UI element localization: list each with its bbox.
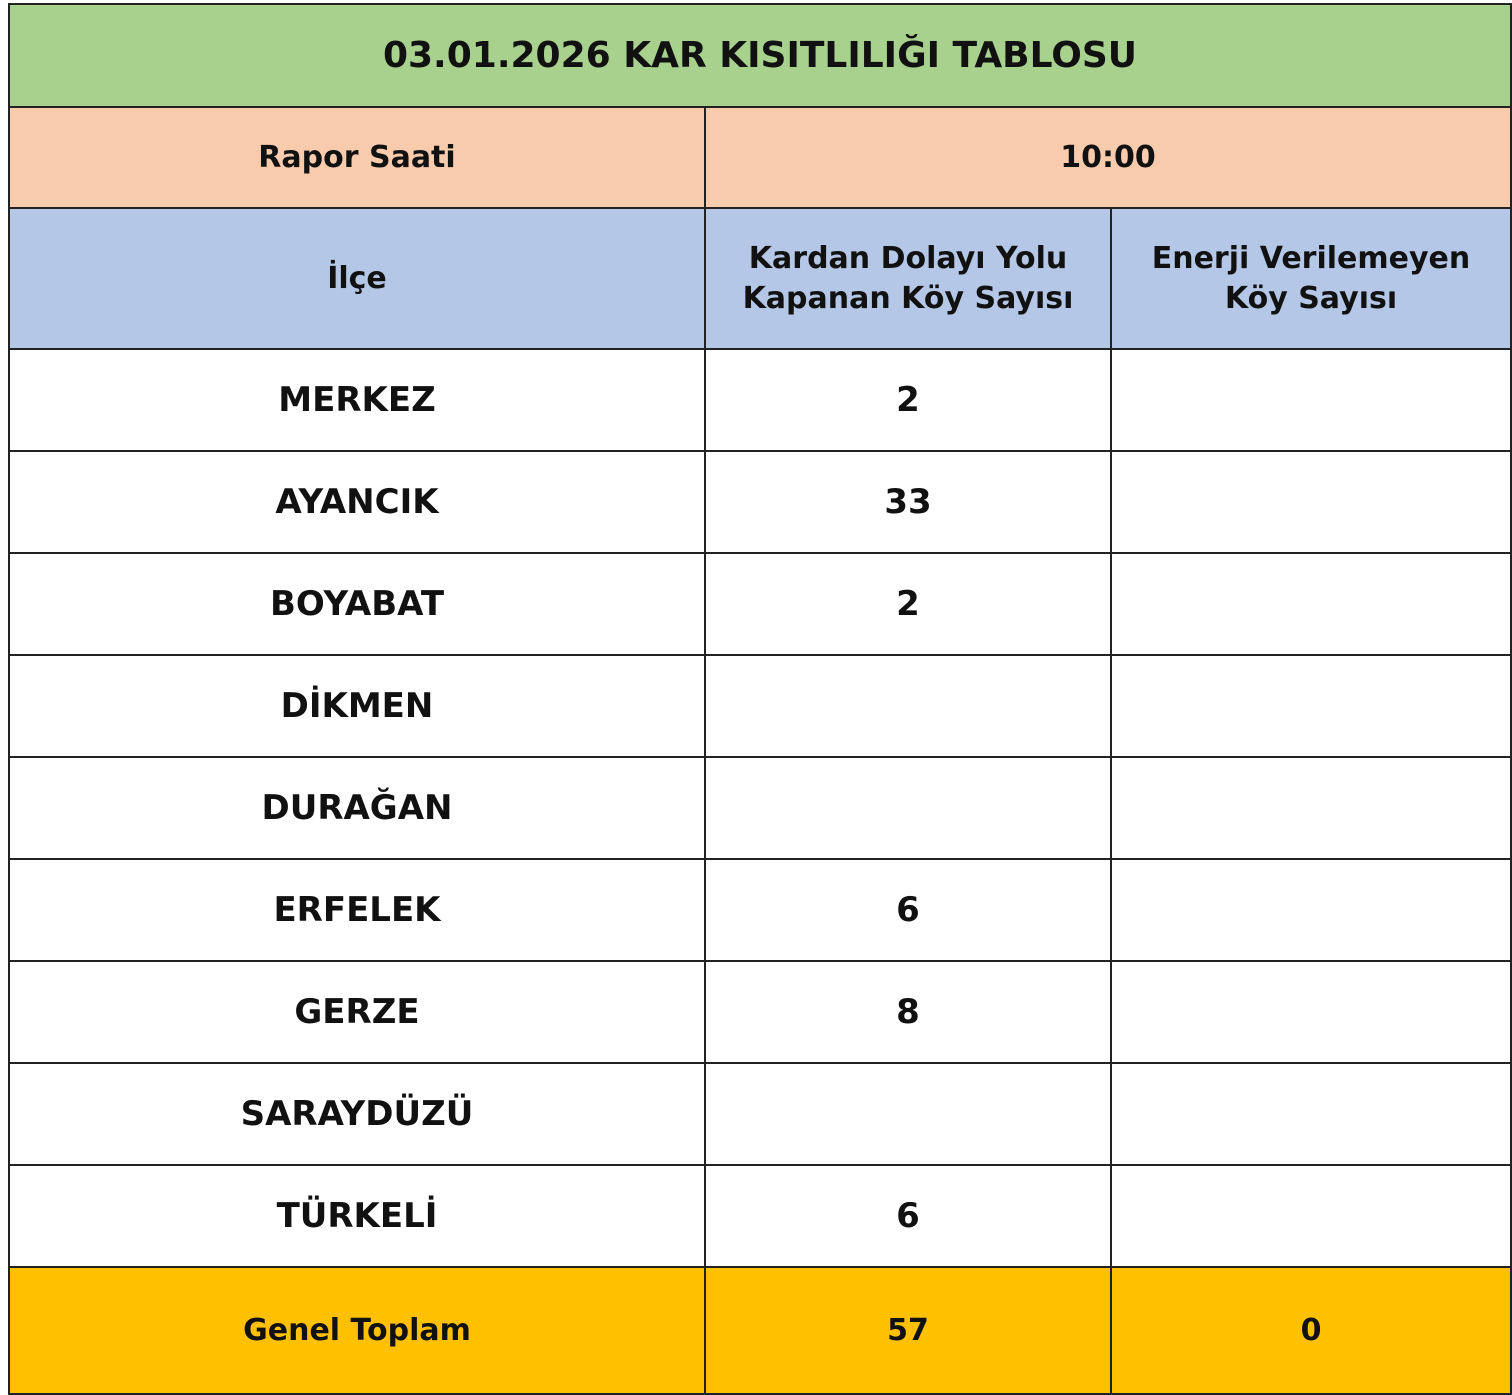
district-cell: ERFELEK xyxy=(8,858,706,962)
no-power-cell xyxy=(1110,960,1512,1064)
no-power-cell xyxy=(1110,858,1512,962)
district-cell: AYANCIK xyxy=(8,450,706,554)
table-row: TÜRKELİ 6 xyxy=(8,1164,1512,1268)
header-no-power: Enerji Verilemeyen Köy Sayısı xyxy=(1110,207,1512,350)
total-no-power: 0 xyxy=(1110,1266,1512,1395)
header-district: İlçe xyxy=(8,207,706,350)
header-row: İlçe Kardan Dolayı Yolu Kapanan Köy Sayıs… xyxy=(8,207,1512,350)
table-row: SARAYDÜZÜ xyxy=(8,1062,1512,1166)
no-power-cell xyxy=(1110,654,1512,758)
closed-roads-cell: 2 xyxy=(704,348,1112,452)
district-cell: BOYABAT xyxy=(8,552,706,656)
closed-roads-cell: 6 xyxy=(704,1164,1112,1268)
header-closed-roads-line2: Kapanan Köy Sayısı xyxy=(742,280,1074,316)
snow-restriction-table: 03.01.2026 KAR KISITLILIĞI TABLOSU Rapor… xyxy=(8,3,1512,1395)
header-no-power-line1: Enerji Verilemeyen xyxy=(1151,240,1471,276)
no-power-cell xyxy=(1110,1164,1512,1268)
table-row: BOYABAT 2 xyxy=(8,552,1512,656)
table-row: AYANCIK 33 xyxy=(8,450,1512,554)
district-cell: DİKMEN xyxy=(8,654,706,758)
table-row: DİKMEN xyxy=(8,654,1512,758)
closed-roads-cell: 33 xyxy=(704,450,1112,554)
district-cell: TÜRKELİ xyxy=(8,1164,706,1268)
total-label: Genel Toplam xyxy=(8,1266,706,1395)
total-row: Genel Toplam 57 0 xyxy=(8,1266,1512,1395)
header-no-power-line2: Köy Sayısı xyxy=(1224,280,1398,316)
report-time-label: Rapor Saati xyxy=(8,106,706,209)
table-row: MERKEZ 2 xyxy=(8,348,1512,452)
no-power-cell xyxy=(1110,756,1512,860)
closed-roads-cell xyxy=(704,1062,1112,1166)
closed-roads-cell: 6 xyxy=(704,858,1112,962)
header-closed-roads-line1: Kardan Dolayı Yolu xyxy=(748,240,1068,276)
closed-roads-cell: 8 xyxy=(704,960,1112,1064)
table-row: DURAĞAN xyxy=(8,756,1512,860)
title-row: 03.01.2026 KAR KISITLILIĞI TABLOSU xyxy=(8,3,1512,108)
district-cell: SARAYDÜZÜ xyxy=(8,1062,706,1166)
closed-roads-cell xyxy=(704,654,1112,758)
report-time-row: Rapor Saati 10:00 xyxy=(8,106,1512,209)
district-cell: MERKEZ xyxy=(8,348,706,452)
no-power-cell xyxy=(1110,348,1512,452)
total-closed: 57 xyxy=(704,1266,1112,1395)
no-power-cell xyxy=(1110,450,1512,554)
table-row: ERFELEK 6 xyxy=(8,858,1512,962)
report-time-value: 10:00 xyxy=(704,106,1512,209)
closed-roads-cell: 2 xyxy=(704,552,1112,656)
district-cell: GERZE xyxy=(8,960,706,1064)
header-closed-roads: Kardan Dolayı Yolu Kapanan Köy Sayısı xyxy=(704,207,1112,350)
closed-roads-cell xyxy=(704,756,1112,860)
table-title: 03.01.2026 KAR KISITLILIĞI TABLOSU xyxy=(8,3,1512,108)
district-cell: DURAĞAN xyxy=(8,756,706,860)
no-power-cell xyxy=(1110,552,1512,656)
table-row: GERZE 8 xyxy=(8,960,1512,1064)
no-power-cell xyxy=(1110,1062,1512,1166)
